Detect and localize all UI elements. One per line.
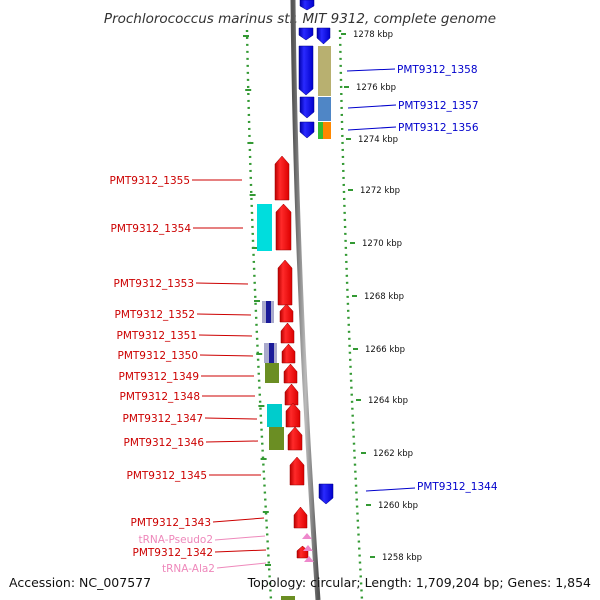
forward-gene-arrow: [284, 383, 299, 406]
map-title: Prochlorococcus marinus str. MIT 9312, c…: [104, 11, 496, 27]
tick-label: 1274 kbp: [358, 135, 398, 145]
feature-group: [257, 0, 334, 600]
tick-label: 1270 kbp: [362, 239, 402, 249]
feature-block: [257, 204, 272, 251]
gene-label[interactable]: PMT9312_1352: [115, 309, 196, 321]
leader-line: [347, 104, 397, 109]
feature-block: [266, 301, 271, 323]
feature-block: [265, 363, 279, 383]
gene-label[interactable]: PMT9312_1347: [123, 413, 204, 425]
forward-gene-arrow: [277, 259, 293, 306]
tick-label: 1260 kbp: [378, 501, 418, 511]
gene-label[interactable]: PMT9312_1348: [120, 391, 201, 403]
gene-label[interactable]: PMT9312_1344: [417, 481, 498, 493]
ruler-left: [245, 29, 273, 600]
forward-gene-arrow: [275, 203, 292, 251]
leader-line: [205, 440, 259, 443]
accession: Accession: NC_007577: [9, 575, 151, 590]
leader-line: [216, 562, 267, 569]
forward-gene-arrow: [293, 506, 308, 529]
tick-label: 1258 kbp: [382, 553, 422, 563]
feature-block: [269, 343, 274, 363]
leader-line: [212, 517, 265, 523]
gene-label[interactable]: PMT9312_1353: [114, 278, 195, 290]
gene-label[interactable]: PMT9312_1356: [398, 122, 479, 134]
genome-summary: Topology: circular; Length: 1,709,204 bp…: [247, 575, 591, 590]
leader-line: [365, 487, 416, 492]
tick-label: 1264 kbp: [368, 396, 408, 406]
forward-gene-arrow: [281, 343, 296, 364]
trna-glyph: [303, 545, 313, 551]
feature-block: [323, 122, 331, 139]
gene-label[interactable]: tRNA-Ala2: [162, 563, 215, 575]
gene-label[interactable]: PMT9312_1345: [127, 470, 208, 482]
gene-label[interactable]: PMT9312_1342: [133, 547, 214, 559]
leader-line: [204, 417, 258, 420]
leader-line: [346, 68, 396, 72]
gene-label[interactable]: PMT9312_1357: [398, 100, 479, 112]
gene-label[interactable]: PMT9312_1354: [111, 223, 192, 235]
leader-line: [198, 334, 253, 337]
feature-block: [269, 427, 284, 450]
forward-gene-arrow: [287, 426, 303, 451]
leader-line: [196, 313, 252, 316]
forward-gene-arrow: [285, 402, 301, 428]
tick-label: 1272 kbp: [360, 186, 400, 196]
leader-line: [214, 535, 266, 541]
reverse-gene-arrow: [318, 483, 334, 505]
gene-label[interactable]: PMT9312_1355: [110, 175, 191, 187]
tick-label: 1262 kbp: [373, 449, 413, 459]
feature-block: [281, 596, 295, 600]
feature-block: [318, 122, 323, 139]
tick-label: 1268 kbp: [364, 292, 404, 302]
genome-backbone: [290, 0, 321, 600]
forward-gene-arrow: [274, 155, 290, 201]
tick-label: 1276 kbp: [356, 83, 396, 93]
trna-glyph: [304, 556, 314, 562]
trna-glyph: [302, 533, 312, 539]
gene-label[interactable]: PMT9312_1350: [118, 350, 199, 362]
gene-label[interactable]: PMT9312_1346: [124, 437, 205, 449]
tick-label: 1266 kbp: [365, 345, 405, 355]
forward-gene-arrow: [283, 363, 298, 384]
feature-block: [318, 46, 331, 96]
reverse-gene-arrow: [298, 27, 314, 41]
reverse-gene-arrow: [316, 27, 331, 45]
tick-group: 1278 kbp 1276 kbp 1274 kbp 1272 kbp 1270 kbp…: [243, 30, 422, 566]
forward-gene-arrow: [289, 456, 305, 486]
leader-line: [214, 549, 267, 553]
gene-label[interactable]: tRNA-Pseudo2: [138, 534, 213, 546]
feature-block: [318, 97, 331, 121]
forward-gene-arrow: [280, 322, 295, 344]
gene-label[interactable]: PMT9312_1358: [397, 64, 478, 76]
tick-label: 1278 kbp: [353, 30, 393, 40]
ruler-right: [338, 29, 364, 600]
gene-label[interactable]: PMT9312_1343: [131, 517, 212, 529]
leader-line: [199, 354, 254, 357]
leader-line: [195, 282, 249, 285]
reverse-gene-arrow: [299, 96, 315, 119]
gene-label[interactable]: PMT9312_1349: [119, 371, 200, 383]
reverse-gene-arrow: [299, 121, 315, 139]
reverse-gene-arrow: [299, 0, 315, 11]
label-group: PMT9312_1358 PMT9312_1357 PMT9312_1356 PMT9…: [110, 64, 498, 575]
reverse-gene-arrow: [298, 45, 314, 96]
feature-block: [267, 404, 282, 427]
gene-label[interactable]: PMT9312_1351: [117, 330, 198, 342]
forward-gene-arrow: [279, 303, 294, 323]
leader-line: [347, 126, 397, 131]
